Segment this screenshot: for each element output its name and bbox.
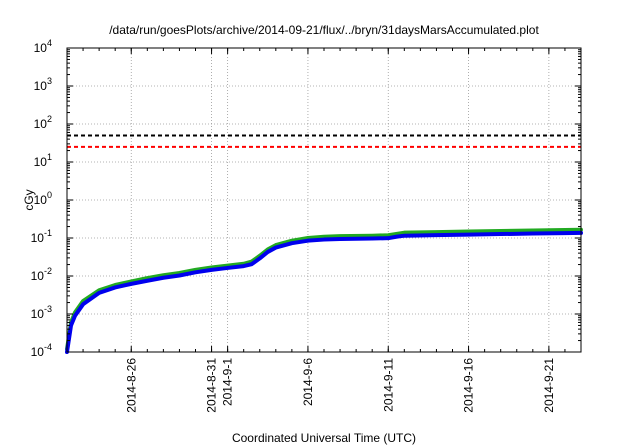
y-tick-label: 100 <box>34 190 52 207</box>
y-axis-label: cGy <box>22 189 36 210</box>
series-line <box>65 230 583 354</box>
y-tick-label: 10-3 <box>31 304 52 321</box>
x-tick-label: 2014-9-21 <box>542 358 556 413</box>
x-tick-label: 2014-8-31 <box>205 358 219 413</box>
x-axis-label: Coordinated Universal Time (UTC) <box>232 431 416 445</box>
y-tick-label: 103 <box>34 76 52 93</box>
y-tick-label: 10-4 <box>31 342 52 359</box>
x-tick-label: 2014-9-11 <box>381 358 395 412</box>
series-layer <box>65 227 583 354</box>
chart-title: /data/run/goesPlots/archive/2014-09-21/f… <box>109 23 539 37</box>
y-tick-label: 101 <box>34 152 52 169</box>
y-tick-label: 10-2 <box>31 266 52 283</box>
x-tick-label: 2014-9-16 <box>462 358 476 413</box>
y-tick-label: 102 <box>34 114 52 131</box>
y-tick-label: 10-1 <box>31 228 52 245</box>
x-axis-ticks: 2014-8-26 2014-8-31 2014-9-1 2014-9-6 2014-9… <box>82 48 566 413</box>
plot-background <box>67 48 581 352</box>
y-axis-ticks: 10-4 10-3 10-2 10-1 100 101 102 103 104 <box>31 38 581 359</box>
x-tick-label: 2014-9-6 <box>301 358 315 406</box>
y-tick-label: 104 <box>34 38 52 55</box>
x-tick-label: 2014-9-1 <box>221 358 235 406</box>
x-tick-label: 2014-8-26 <box>124 358 138 413</box>
reference-lines <box>67 134 581 148</box>
